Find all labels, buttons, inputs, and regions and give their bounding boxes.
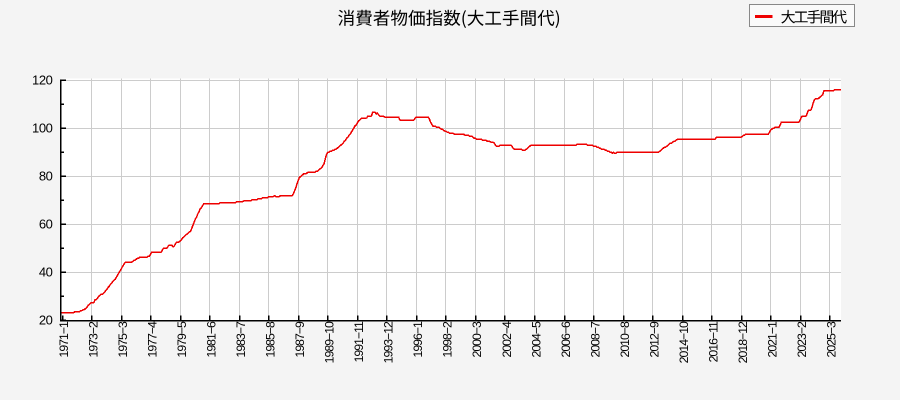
svg-text:1998−2: 1998−2 [441,321,455,358]
svg-text:2000−3: 2000−3 [470,321,484,358]
svg-text:2023−2: 2023−2 [795,321,809,358]
svg-text:2021−1: 2021−1 [766,321,780,358]
svg-text:2004−5: 2004−5 [529,321,543,358]
svg-text:40: 40 [39,265,53,280]
svg-text:1981−6: 1981−6 [205,321,219,358]
svg-text:1971−1: 1971−1 [57,321,71,358]
svg-text:1979−5: 1979−5 [175,321,189,358]
svg-text:60: 60 [39,217,53,232]
svg-text:1985−8: 1985−8 [264,321,278,358]
svg-text:2016−11: 2016−11 [707,321,721,362]
svg-text:1993−12: 1993−12 [382,321,396,363]
svg-text:120: 120 [32,73,53,88]
svg-text:1989−10: 1989−10 [323,321,337,363]
svg-text:2010−8: 2010−8 [618,321,632,358]
svg-text:2025−3: 2025−3 [825,321,839,358]
svg-text:1977−4: 1977−4 [145,321,159,358]
svg-text:2012−9: 2012−9 [647,321,661,358]
svg-text:1987−9: 1987−9 [293,321,307,358]
svg-text:80: 80 [39,169,53,184]
svg-text:1975−3: 1975−3 [116,321,130,358]
svg-text:2002−4: 2002−4 [500,321,514,358]
svg-text:20: 20 [39,313,53,328]
svg-text:2008−7: 2008−7 [588,321,602,358]
svg-text:100: 100 [32,121,53,136]
svg-text:2006−6: 2006−6 [559,321,573,358]
svg-text:1983−7: 1983−7 [234,321,248,358]
svg-text:1996−1: 1996−1 [411,321,425,358]
svg-text:1991−11: 1991−11 [352,321,366,362]
svg-text:2014−10: 2014−10 [677,321,691,363]
svg-text:1973−2: 1973−2 [86,321,100,358]
svg-text:2018−12: 2018−12 [736,321,750,363]
